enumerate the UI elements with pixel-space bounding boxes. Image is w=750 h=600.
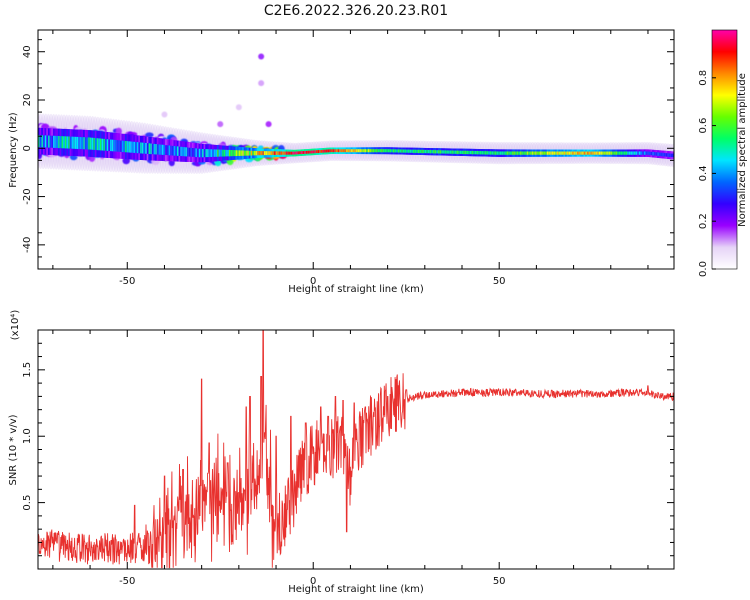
snr-x-tick-label: 0 xyxy=(310,576,316,587)
colorbar-tick-label: 0.2 xyxy=(698,213,709,229)
spectrogram-marks xyxy=(38,53,674,174)
colorbar-label: Normalized spectral amplitude xyxy=(737,73,748,227)
colorbar-bar xyxy=(711,29,738,270)
snr-y-ticks: 0.5 1.0 1.5 xyxy=(22,342,674,557)
spectrogram-panel: -50 0 50 -40 -20 0 20 40 Height of straight li… xyxy=(8,29,675,295)
spectrogram-outlier xyxy=(258,80,265,87)
spectrogram-outlier xyxy=(217,121,224,128)
snr-y-multiplier: (x10⁴) xyxy=(10,310,21,341)
spectrogram-x-tick-label: 50 xyxy=(493,276,506,287)
colorbar-tick-label: 0.8 xyxy=(698,70,709,86)
spectrogram-y-tick-label: -20 xyxy=(22,188,33,204)
spectrogram-x-ticks: -50 0 50 xyxy=(52,30,649,287)
snr-y-tick-label: 1.0 xyxy=(22,428,33,444)
snr-x-ticks: -50 0 50 xyxy=(52,330,649,587)
snr-series-line xyxy=(38,330,674,569)
spectrogram-y-axis-label: Frequency (Hz) xyxy=(8,112,19,188)
colorbar-tick-label: 0.6 xyxy=(698,118,709,134)
spectrogram-y-ticks: -40 -20 0 20 40 xyxy=(22,39,674,258)
spectrogram-y-tick-label: 40 xyxy=(22,45,33,58)
snr-y-axis-label: SNR (10 * v/v) xyxy=(8,414,19,485)
colorbar: 0.0 0.2 0.4 0.6 0.8 Normalized spectral ampl… xyxy=(698,29,748,277)
spectrogram-y-tick-label: 0 xyxy=(22,145,33,151)
snr-y-tick-label: 1.5 xyxy=(22,362,33,378)
snr-x-axis-label: Height of straight line (km) xyxy=(288,584,424,595)
spectrogram-outlier xyxy=(258,53,265,60)
spectrogram-frame xyxy=(37,29,675,270)
spectrogram-cell xyxy=(670,153,674,158)
colorbar-tick-label: 0.4 xyxy=(698,165,709,181)
spectrogram-cell xyxy=(145,132,154,138)
spectrogram-outlier xyxy=(235,104,242,111)
snr-y-tick-label: 0.5 xyxy=(22,495,33,511)
spectrogram-x-tick-label: 0 xyxy=(310,276,316,287)
snr-marks xyxy=(38,330,674,569)
spectrogram-x-tick-label: -50 xyxy=(119,276,135,287)
spectrogram-outlier xyxy=(161,111,168,118)
spectrogram-x-axis-label: Height of straight line (km) xyxy=(288,284,424,295)
snr-x-tick-label: 50 xyxy=(493,576,506,587)
spectrogram-y-tick-label: 20 xyxy=(22,94,33,107)
snr-plot-area xyxy=(38,330,674,569)
colorbar-tick-label: 0.0 xyxy=(698,261,709,277)
colorbar-ticks: 0.0 0.2 0.4 0.6 0.8 xyxy=(698,70,716,277)
snr-x-tick-label: -50 xyxy=(119,576,135,587)
spectrogram-y-tick-label: -40 xyxy=(22,237,33,253)
snr-panel: -50 0 50 0.5 1.0 1.5 Height of straight line… xyxy=(8,310,675,595)
spectrogram-outlier xyxy=(265,121,272,128)
figure-title: C2E6.2022.326.20.23.R01 xyxy=(264,3,448,19)
